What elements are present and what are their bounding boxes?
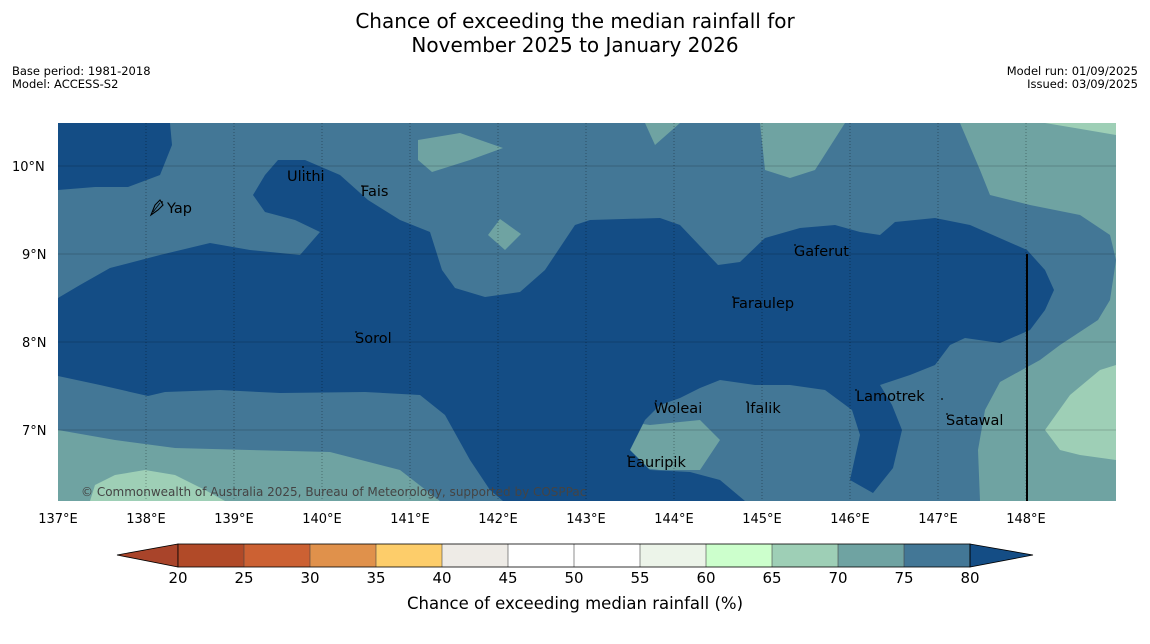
contour-80-plus-band bbox=[58, 123, 1054, 501]
copyright-text: © Commonwealth of Australia 2025, Bureau… bbox=[81, 485, 586, 499]
marker-ulithi bbox=[302, 166, 304, 168]
issued-date: Issued: 03/09/2025 bbox=[1027, 77, 1138, 91]
place-markers bbox=[161, 166, 948, 457]
colorbar-bin-55-60 bbox=[640, 544, 706, 567]
colorbar-bin-20-25 bbox=[178, 544, 244, 567]
run-info: Model run: 01/09/2025 Issued: 03/09/2025 bbox=[1007, 65, 1138, 91]
yap-island-detail-icon bbox=[152, 202, 161, 213]
marker-lamotrek bbox=[855, 389, 857, 391]
x-tick-146e: 146°E bbox=[830, 512, 870, 527]
y-tick-7n: 7°N bbox=[22, 424, 47, 439]
cb-tick-80: 80 bbox=[960, 569, 979, 587]
colorbar-label: Chance of exceeding median rainfall (%) bbox=[406, 594, 744, 613]
x-tick-139e: 139°E bbox=[214, 512, 254, 527]
label-fais: Fais bbox=[361, 184, 388, 200]
gridlines bbox=[145, 123, 1027, 501]
contour-70-75-center bbox=[488, 219, 521, 250]
x-tick-148e: 148°E bbox=[1006, 512, 1046, 527]
y-tick-10n: 10°N bbox=[12, 160, 45, 175]
marker-gaferut bbox=[794, 244, 796, 246]
cb-tick-30: 30 bbox=[300, 569, 319, 587]
colorbar-high-extension bbox=[969, 543, 1034, 568]
x-tick-143e: 143°E bbox=[566, 512, 606, 527]
colorbar-bin-65-70 bbox=[772, 544, 838, 567]
label-woleai: Woleai bbox=[654, 401, 702, 417]
model-info: Base period: 1981-2018 Model: ACCESS-S2 bbox=[12, 65, 151, 91]
contour-65-70-east bbox=[1045, 365, 1116, 460]
label-yap: Yap bbox=[166, 201, 192, 217]
cb-tick-35: 35 bbox=[366, 569, 385, 587]
cb-tick-60: 60 bbox=[696, 569, 715, 587]
label-sorol: Sorol bbox=[355, 331, 392, 347]
x-tick-147e: 147°E bbox=[918, 512, 958, 527]
base-period: Base period: 1981-2018 bbox=[12, 64, 151, 78]
x-tick-144e: 144°E bbox=[654, 512, 694, 527]
colorbar-bin-75-80 bbox=[904, 544, 970, 567]
cb-tick-75: 75 bbox=[894, 569, 913, 587]
x-axis-labels: 137°E 138°E 139°E 140°E 141°E 142°E 143°… bbox=[38, 512, 1046, 527]
colorbar-bin-25-30 bbox=[244, 544, 310, 567]
label-ifalik: Ifalik bbox=[746, 401, 781, 417]
cb-tick-50: 50 bbox=[564, 569, 583, 587]
marker-yap bbox=[161, 201, 163, 203]
x-tick-141e: 141°E bbox=[390, 512, 430, 527]
colorbar-bin-35-40 bbox=[376, 544, 442, 567]
cb-tick-25: 25 bbox=[234, 569, 253, 587]
colorbar-low-extension bbox=[116, 543, 179, 568]
cb-tick-45: 45 bbox=[498, 569, 517, 587]
marker-eauripik bbox=[627, 455, 629, 457]
colorbar-dividers bbox=[243, 544, 905, 567]
contour-65-70-southwest bbox=[90, 470, 225, 501]
cb-tick-55: 55 bbox=[630, 569, 649, 587]
marker-satawal bbox=[946, 413, 948, 415]
colorbar-bin-50-55 bbox=[574, 544, 640, 567]
cb-tick-20: 20 bbox=[168, 569, 187, 587]
title-line-1: Chance of exceeding the median rainfall … bbox=[355, 9, 795, 33]
probability-contours bbox=[58, 123, 1116, 501]
y-axis-labels: 10°N 9°N 8°N 7°N bbox=[12, 160, 47, 439]
cb-tick-65: 65 bbox=[762, 569, 781, 587]
model-run-date: Model run: 01/09/2025 bbox=[1006, 64, 1138, 78]
label-ulithi: Ulithi bbox=[287, 169, 325, 185]
colorbar-bin-40-45 bbox=[442, 544, 508, 567]
y-tick-8n: 8°N bbox=[22, 336, 47, 351]
label-satawal: Satawal bbox=[946, 413, 1003, 429]
cb-tick-40: 40 bbox=[432, 569, 451, 587]
x-tick-140e: 140°E bbox=[302, 512, 342, 527]
label-faraulep: Faraulep bbox=[732, 296, 794, 312]
marker-faraulep bbox=[732, 296, 734, 298]
colorbar-bin-30-35 bbox=[310, 544, 376, 567]
contour-70-75-north bbox=[418, 133, 503, 172]
label-eauripik: Eauripik bbox=[627, 455, 686, 471]
colorbar-ticks: 20 25 30 35 40 45 50 55 60 65 70 75 80 bbox=[168, 569, 979, 587]
x-tick-142e: 142°E bbox=[478, 512, 518, 527]
y-tick-9n: 9°N bbox=[22, 248, 47, 263]
cb-tick-70: 70 bbox=[828, 569, 847, 587]
marker-sorol bbox=[355, 331, 357, 333]
x-tick-138e: 138°E bbox=[126, 512, 166, 527]
marker-woleai bbox=[655, 400, 657, 402]
label-lamotrek: Lamotrek bbox=[856, 389, 925, 405]
contour-65-70-northeast bbox=[1045, 123, 1116, 135]
colorbar-frame bbox=[177, 543, 971, 568]
x-tick-137e: 137°E bbox=[38, 512, 78, 527]
x-tick-145e: 145°E bbox=[742, 512, 782, 527]
colorbar: 20 25 30 35 40 45 50 55 60 65 70 75 80 bbox=[116, 543, 1034, 587]
marker-fais bbox=[361, 185, 363, 187]
marker-ifalik bbox=[746, 401, 748, 403]
map-title: Chance of exceeding the median rainfall … bbox=[0, 9, 1150, 57]
title-line-2: November 2025 to January 2026 bbox=[411, 33, 739, 57]
colorbar-bin-45-50 bbox=[508, 544, 574, 567]
marker-elato bbox=[941, 398, 943, 400]
latitude-lines bbox=[58, 165, 1116, 431]
colorbar-bin-60-65 bbox=[706, 544, 772, 567]
label-gaferut: Gaferut bbox=[794, 244, 849, 260]
place-labels: Yap Ulithi Fais Gaferut Faraulep Sorol W… bbox=[166, 169, 1003, 471]
model-name: Model: ACCESS-S2 bbox=[12, 77, 119, 91]
colorbar-bin-70-75 bbox=[838, 544, 904, 567]
